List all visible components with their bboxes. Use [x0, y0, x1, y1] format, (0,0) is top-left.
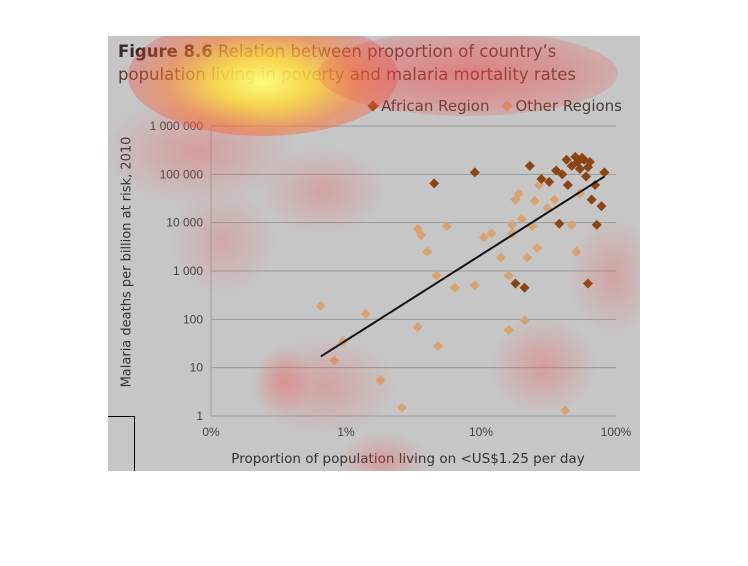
african-region-point	[536, 174, 547, 185]
other-regions-point	[375, 375, 386, 386]
y-tick-label: 100	[183, 312, 203, 326]
figure-panel: 1 10 100 1 000 10 000 100 000 1 000 000 0% 1% 10%…	[108, 36, 640, 471]
x-tick-label: 100%	[601, 425, 632, 439]
african-region-point	[596, 201, 607, 212]
african-region-point	[551, 165, 562, 176]
other-regions-point	[412, 321, 423, 332]
legend-label-african: African Region	[381, 97, 490, 115]
african-diamond-icon	[367, 100, 379, 112]
y-tick-label: 100 000	[160, 167, 204, 181]
other-regions-point	[542, 203, 553, 214]
african-region-point	[524, 160, 535, 171]
other-regions-point	[522, 252, 533, 263]
x-tick-label: 1%	[337, 425, 355, 439]
african-region-point	[562, 180, 573, 191]
african-region-point	[510, 278, 521, 289]
other-regions-point	[549, 194, 560, 205]
other-regions-point	[416, 230, 427, 241]
african-region-point	[554, 218, 565, 229]
african-region-point	[429, 178, 440, 189]
legend-item-other: Other Regions	[501, 97, 622, 115]
african-region-point	[582, 162, 593, 173]
other-regions-point	[529, 196, 540, 207]
other-regions-point	[532, 242, 543, 253]
other-regions-point	[449, 282, 460, 293]
other-regions-point	[507, 219, 518, 230]
other-regions-point	[503, 270, 514, 281]
african-region-point	[599, 167, 610, 178]
african-region-point	[519, 282, 530, 293]
x-axis-label: Proportion of population living on <US$1…	[231, 451, 585, 467]
trendline-group	[320, 175, 605, 358]
african-region-point	[590, 180, 601, 191]
other-diamond-icon	[501, 100, 514, 112]
legend: African Region Other Regions	[367, 97, 622, 115]
african-region-point	[584, 156, 595, 167]
african-region-point	[582, 278, 593, 289]
other-regions-point	[560, 405, 571, 416]
other-regions-point	[432, 341, 443, 352]
other-regions-point	[486, 228, 497, 239]
y-tick-label: 1	[196, 409, 203, 423]
african-region-point	[581, 171, 592, 182]
other-regions-point	[478, 232, 489, 243]
trendline	[320, 175, 605, 358]
other-regions-point	[422, 246, 433, 257]
african-region-point	[561, 154, 572, 165]
african-region-point	[544, 176, 555, 187]
other-regions-point	[571, 246, 582, 257]
data-points	[315, 151, 610, 416]
other-regions-point	[566, 219, 577, 230]
african-region-point	[586, 194, 597, 205]
other-regions-point	[503, 325, 514, 336]
other-regions-point	[315, 300, 326, 311]
figure-title: Figure 8.6 Relation between proportion o…	[118, 40, 633, 86]
other-regions-point	[527, 221, 538, 232]
other-regions-point	[360, 308, 371, 319]
other-regions-point	[431, 270, 442, 281]
axis-ticks: 1 10 100 1 000 10 000 100 000 1 000 000 0% 1% 10%…	[150, 119, 632, 439]
african-region-point	[574, 163, 585, 174]
other-regions-point	[516, 213, 527, 224]
x-tick-label: 10%	[469, 425, 493, 439]
other-regions-point	[469, 280, 480, 291]
legend-label-other: Other Regions	[515, 97, 622, 115]
african-region-point	[591, 219, 602, 230]
other-regions-point	[329, 355, 340, 366]
crop-mark-horizontal	[108, 416, 134, 417]
other-regions-point	[513, 188, 524, 199]
figure-label: Figure 8.6	[118, 42, 213, 61]
other-regions-point	[495, 252, 506, 263]
x-tick-label: 0%	[202, 425, 220, 439]
african-region-point	[557, 169, 568, 180]
y-tick-label: 10 000	[166, 216, 203, 230]
y-axis-label: Malaria deaths per billion at risk, 2010	[119, 136, 135, 388]
other-regions-point	[534, 180, 545, 191]
african-region-point	[469, 167, 480, 178]
y-tick-label: 10	[190, 361, 204, 375]
y-tick-label: 1 000 000	[150, 119, 204, 133]
y-tick-label: 1 000	[173, 264, 203, 278]
other-regions-point	[519, 315, 530, 326]
legend-item-african: African Region	[367, 97, 490, 115]
other-regions-point	[397, 402, 408, 413]
other-regions-point	[442, 221, 453, 232]
crop-mark-vertical	[134, 416, 135, 471]
